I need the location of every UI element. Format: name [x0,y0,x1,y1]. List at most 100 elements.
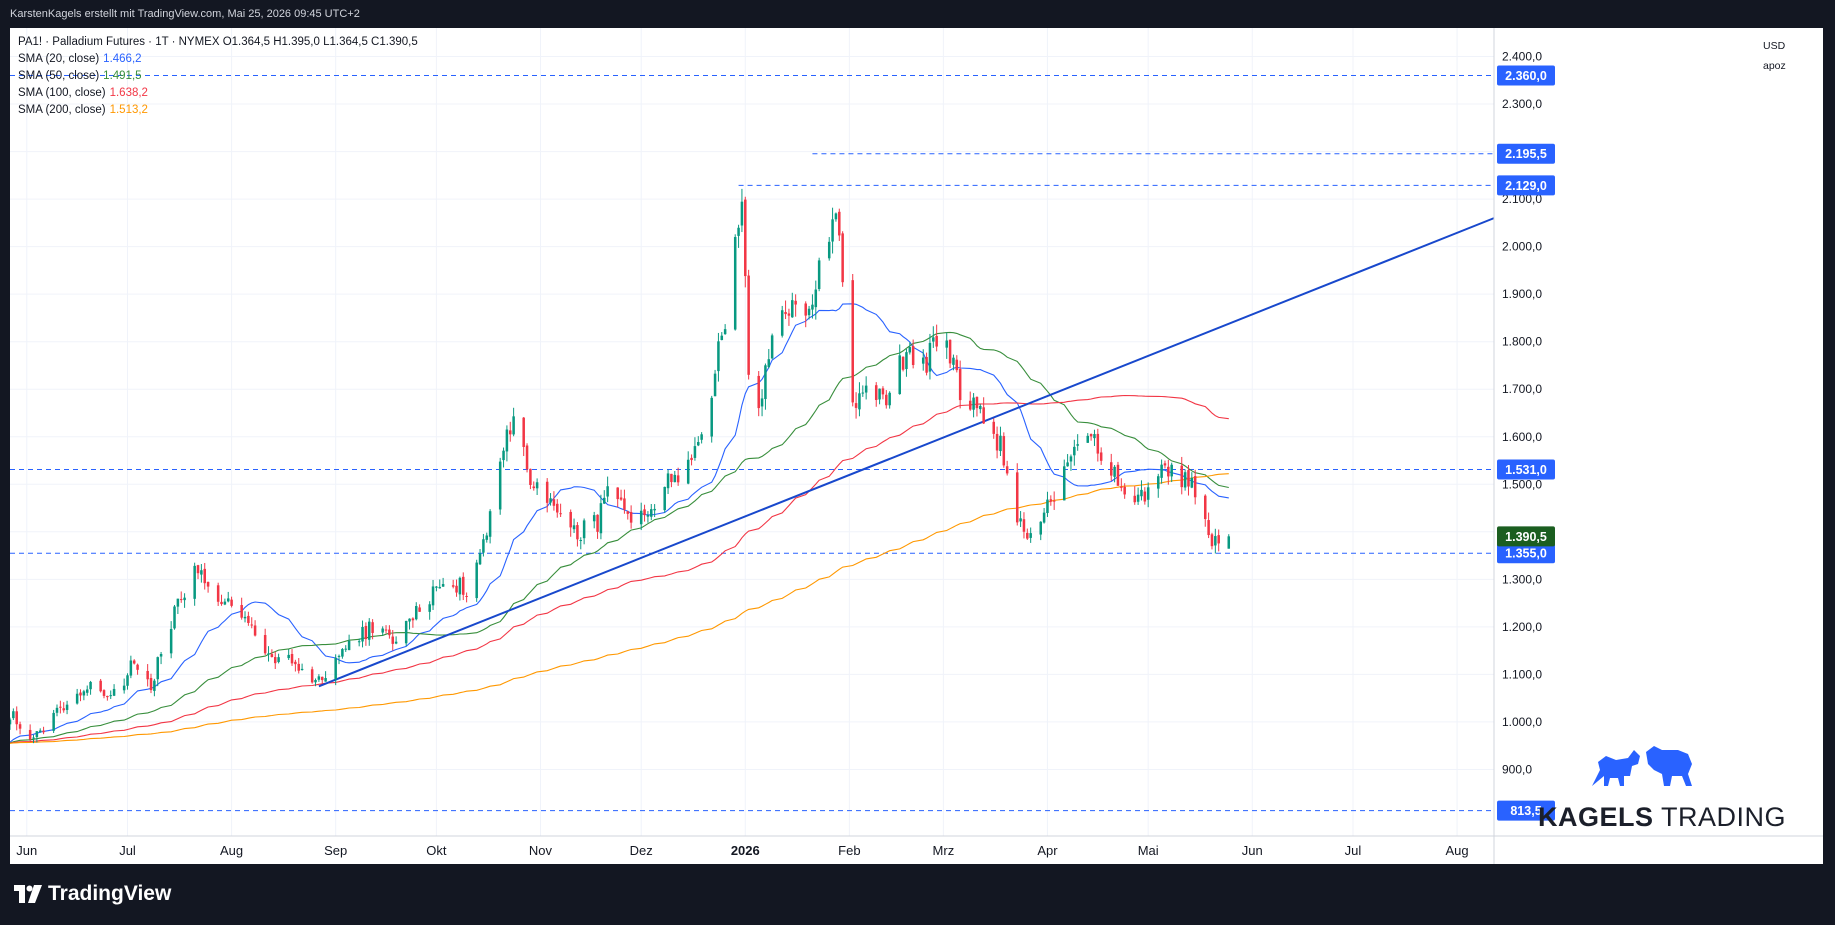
candle-body [502,450,505,461]
candle-body [270,654,274,658]
candle [263,628,267,656]
candle [606,476,609,503]
candle-body [945,340,948,348]
candle [968,391,972,411]
indicator-sma-200[interactable]: SMA (200, close) 1.513,2 [18,102,418,119]
candle-body [616,487,619,500]
candle [1099,447,1103,465]
indicator-sma-100[interactable]: SMA (100, close) 1.638,2 [18,85,418,102]
candle-body [596,514,599,532]
support-trendline[interactable] [318,217,1495,688]
indicator-sma-50[interactable]: SMA (50, close) 1.491,5 [18,68,418,85]
candle [146,664,149,687]
candle [545,478,549,513]
candle [240,597,243,620]
candle-body [1183,472,1187,488]
scale-mode-label[interactable]: apoz [1763,60,1786,72]
candle-body [1062,466,1066,501]
candle [676,467,680,486]
candle [673,470,677,483]
sma-20-line [10,303,1229,743]
candle-body [267,653,270,655]
candle [757,371,760,417]
candle [559,503,562,518]
currency-label: USD [1763,40,1786,52]
candle [15,706,18,731]
candle [347,634,351,651]
sma-200-line [10,473,1229,744]
candle [314,678,317,687]
time-tick-label: Feb [838,843,860,858]
candle-body [582,520,586,539]
tradingview-logo[interactable]: TradingView [14,882,171,906]
candle [85,685,89,696]
candle [488,509,492,544]
candle-body [357,641,361,643]
candle-body [1005,466,1009,474]
candle [650,503,653,521]
candle-body [717,341,720,372]
candle [1140,480,1143,501]
candle-body [79,692,82,696]
symbol-info[interactable]: PA1! · Palladium Futures · 1T · NYMEX O1… [18,36,418,48]
candle [1052,491,1056,510]
horizontal-level-lines[interactable] [10,75,1494,812]
candle [169,621,173,659]
trendline[interactable] [318,217,1495,688]
candle-body [817,260,821,290]
candle-body [431,586,435,606]
candle-body [475,562,478,599]
candle-body [112,688,116,696]
candle-body [1163,463,1167,466]
time-tick-label: Mai [1138,843,1159,858]
chart-svg[interactable]: 900,01.000,01.100,01.200,01.300,01.400,0… [10,28,1823,864]
candle [42,726,45,735]
candle-body [465,595,468,597]
candle-body [75,693,79,704]
candle [455,579,458,597]
candle [498,457,502,515]
candle-body [958,368,962,401]
price-axis-currency[interactable]: USD apoz [1763,36,1786,76]
candle-body [1180,465,1184,488]
candle-body [126,675,129,686]
candle [576,522,579,547]
candle [690,454,693,466]
price-tick-label: 2.100,0 [1502,192,1542,206]
candle-body [485,535,489,540]
candle [173,604,176,630]
candle-body [861,392,865,394]
candle [1113,465,1116,483]
candle [770,333,774,360]
time-axis[interactable]: Jun Jul Aug Sep Okt Nov Dez 2026 Feb Mrz Apr Mai Jun… [10,835,1823,858]
candle [854,392,858,419]
candle [250,617,253,629]
level-label-box [1497,543,1555,564]
candle-body [1089,434,1093,437]
candle-body [1015,472,1019,523]
candle-body [921,357,925,364]
indicator-sma-20[interactable]: SMA (20, close) 1.466,2 [18,51,418,68]
candle [579,537,583,550]
candle-body [1214,536,1217,546]
candle-body [428,604,431,612]
chart-area[interactable]: 900,01.000,01.100,01.200,01.300,01.400,0… [10,28,1823,864]
price-labels: 2.360,0 2.195,5 2.129,0 1.531,0 1.355,0 813,5… [1497,65,1555,821]
candle [1022,512,1026,539]
candle-body [28,729,32,740]
candle-body [864,385,868,393]
candle [253,620,257,637]
level-price-label: 813,5 [1497,800,1555,821]
candle [794,294,797,317]
candle [183,593,186,608]
level-price-label: 2.360,0 [1497,65,1555,86]
last-price-label-box [1497,526,1555,547]
watermark-text-bold: KAGELS [1538,802,1654,832]
candle-body [1096,433,1100,454]
candle [438,579,442,589]
level-price-label: 2.129,0 [1497,175,1555,196]
candle-body [334,657,337,680]
candle [603,490,606,505]
candle-body [408,618,411,622]
candle [723,324,727,335]
